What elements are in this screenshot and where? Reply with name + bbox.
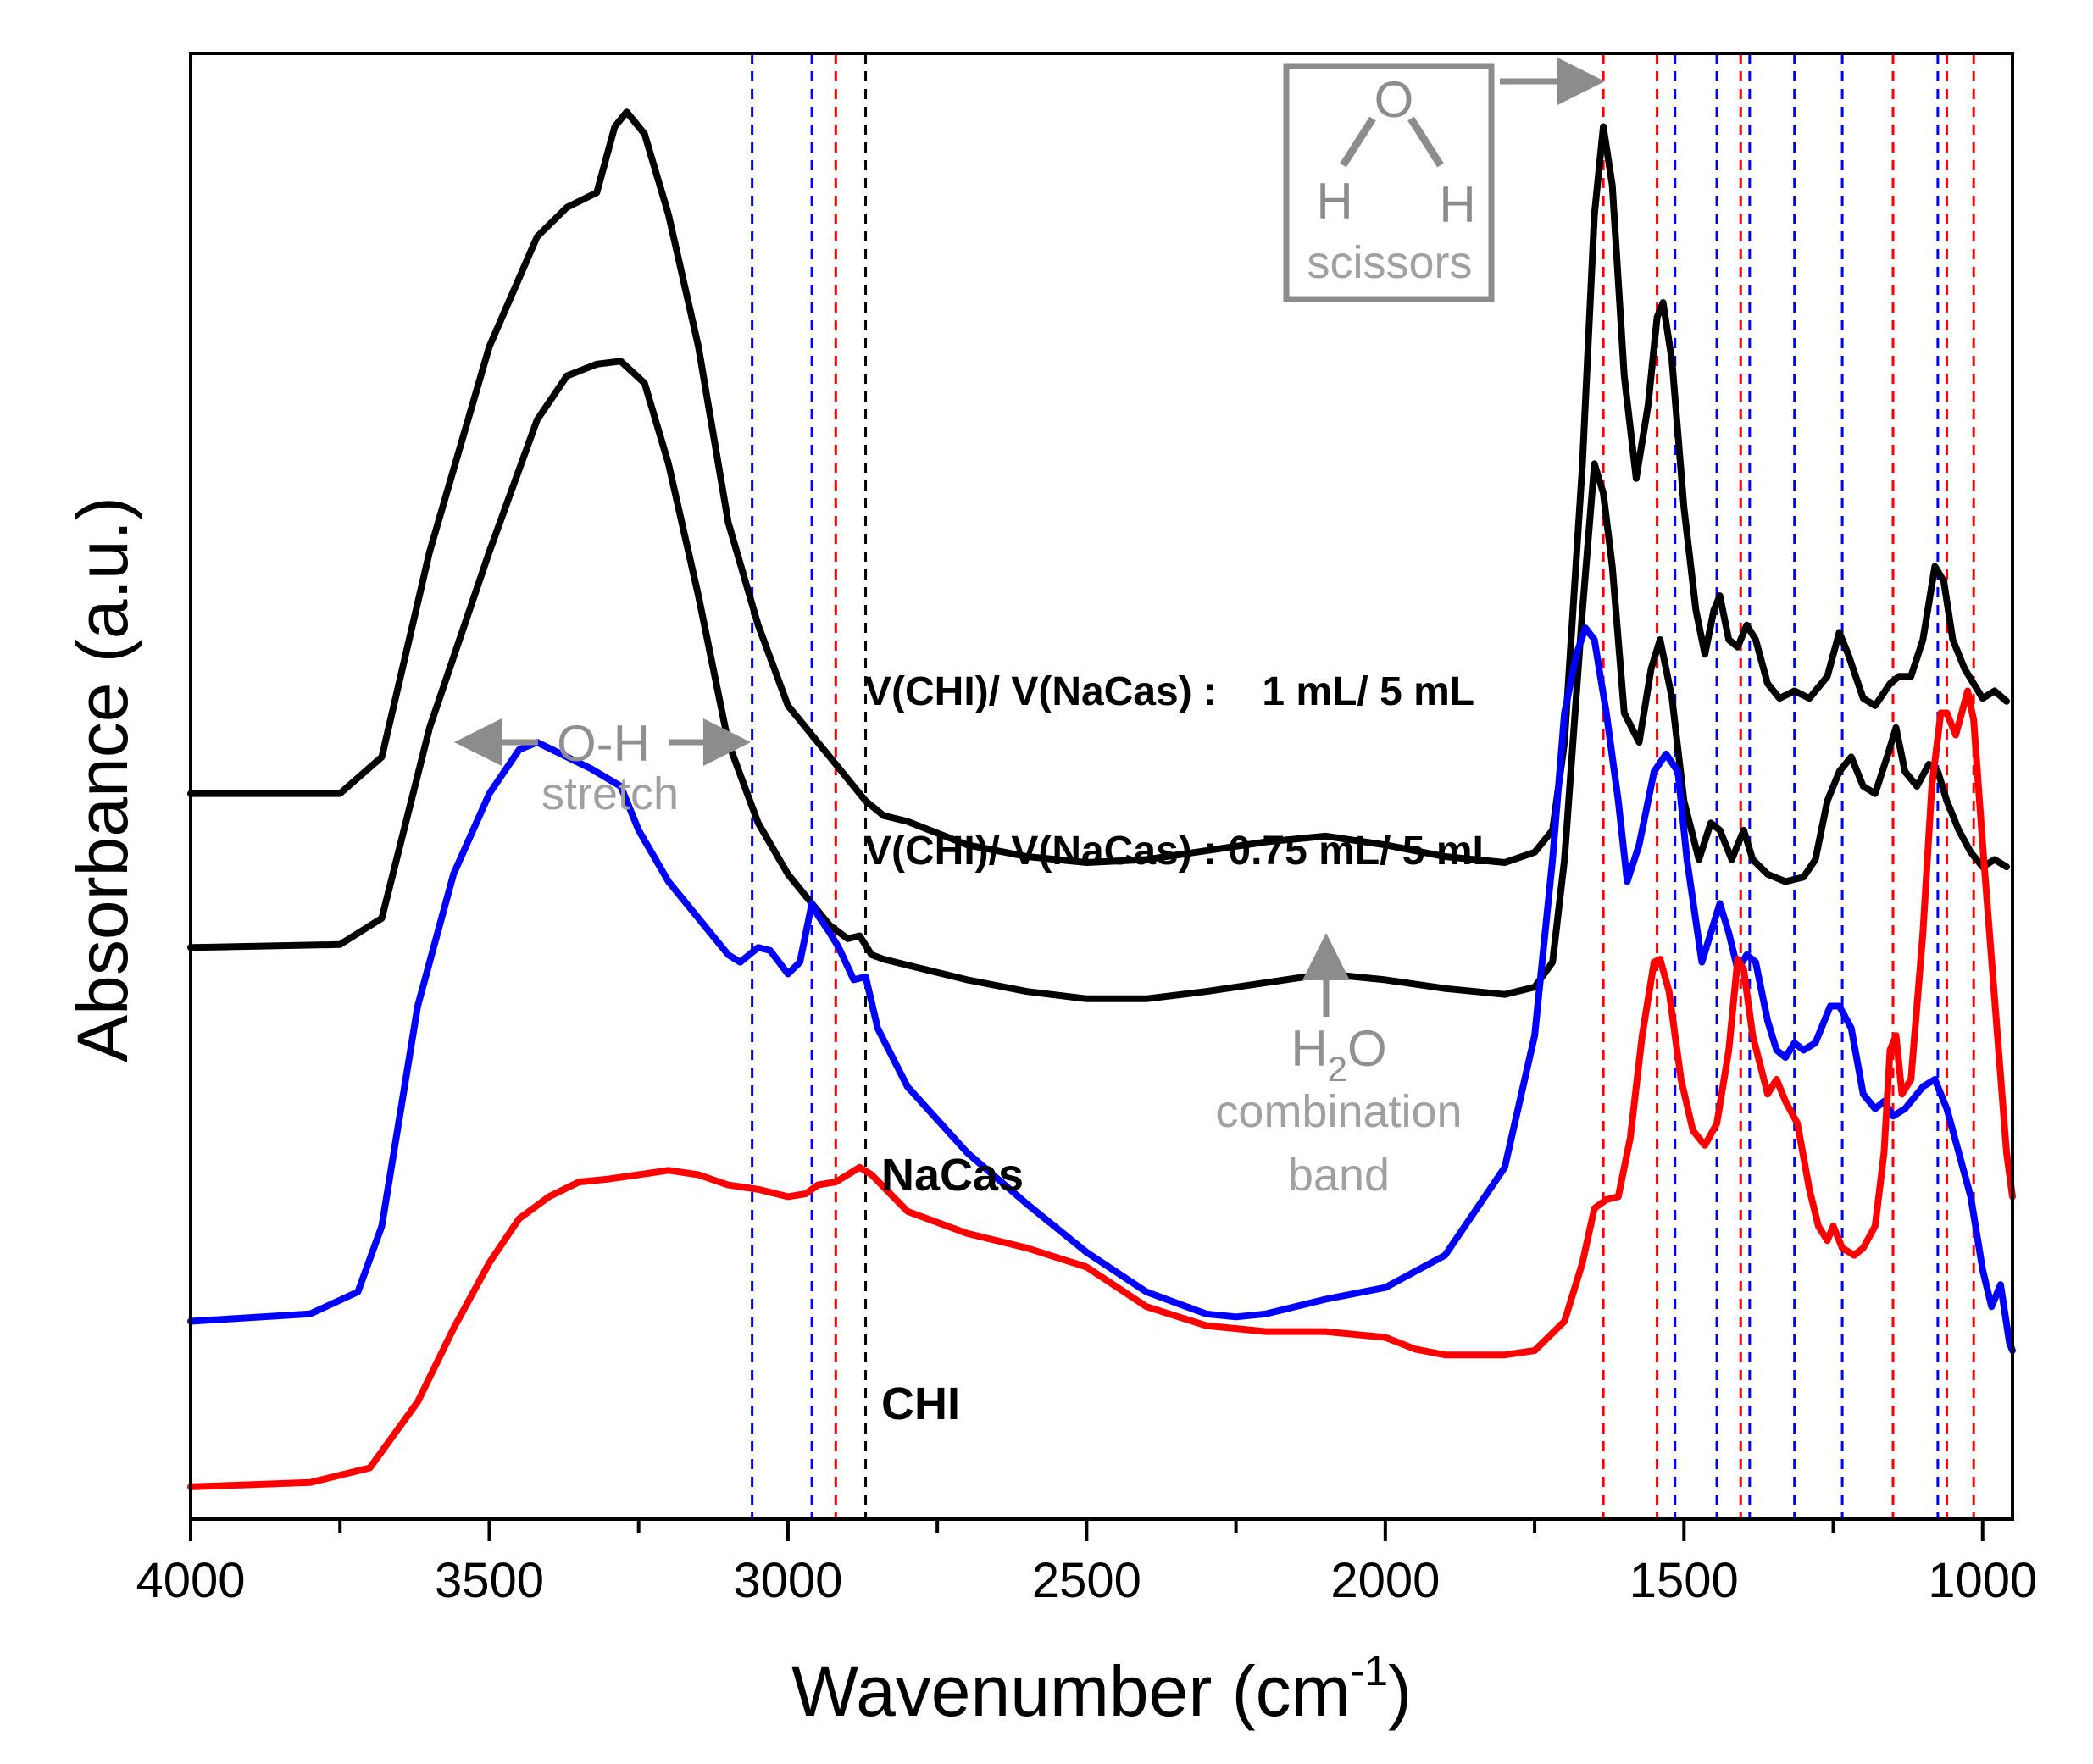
series-line-nacas <box>187 624 2016 1354</box>
scissors-h-right: H <box>1439 176 1475 233</box>
h2o-combination-annotation: H2O combination band <box>1215 933 1463 1201</box>
label-mix-075: V(CHI)/ V(NaCas) : 0.75 mL/ 5 mL <box>864 829 1497 874</box>
series-line-mix-075 <box>187 358 2010 1002</box>
h2o-formula-rest: O <box>1347 1020 1387 1077</box>
oh-stretch-subtitle: stretch <box>541 768 679 819</box>
h2o-line3: band <box>1288 1150 1390 1201</box>
oh-stretch-title: O-H <box>557 715 650 772</box>
scissors-caption: scissors <box>1307 237 1472 288</box>
x-tick-label-2000: 2000 <box>1330 1553 1440 1608</box>
reference-dashed-lines <box>751 53 1975 1519</box>
x-tick-label-1500: 1500 <box>1629 1553 1739 1608</box>
x-tick-label-3500: 3500 <box>435 1553 544 1608</box>
scissors-bond-right <box>1407 116 1444 168</box>
series-line-chi <box>187 687 2016 1490</box>
label-chi: CHI <box>881 1378 960 1429</box>
scissors-bond-left <box>1340 116 1376 168</box>
h2o-formula: H2O <box>1291 1020 1386 1089</box>
series-line-mix-1 <box>187 108 2010 866</box>
x-tick-label-4000: 4000 <box>136 1553 245 1608</box>
y-axis-title: Absorbance (a.u.) <box>63 496 142 1062</box>
plot-frame <box>189 52 2014 1521</box>
scissors-annotation: O H H scissors <box>1283 58 1605 302</box>
h2o-subscript: 2 <box>1328 1049 1347 1089</box>
h2o-line2: combination <box>1215 1086 1462 1137</box>
spectra-series <box>187 108 2016 1490</box>
x-axis-ticks: 4000 3500 3000 2500 2000 1500 1000 <box>136 1519 2037 1608</box>
x-axis-title-end: ) <box>1388 1651 1412 1731</box>
oh-stretch-annotation: O-H stretch <box>454 715 751 819</box>
scissors-h-left: H <box>1316 173 1352 230</box>
scissors-box <box>1283 63 1495 302</box>
scissors-o: O <box>1374 71 1414 128</box>
x-tick-label-3000: 3000 <box>733 1553 842 1608</box>
label-mix-1: V(CHI)/ V(NaCas) : 1 mL/ 5 mL <box>864 669 1474 714</box>
x-tick-label-1000: 1000 <box>1928 1553 2037 1608</box>
x-axis-title-superscript: -1 <box>1351 1647 1388 1695</box>
label-nacas: NaCas <box>881 1150 1024 1201</box>
x-axis-title: Wavenumber (cm-1) <box>791 1647 1412 1731</box>
x-tick-label-2500: 2500 <box>1032 1553 1141 1608</box>
